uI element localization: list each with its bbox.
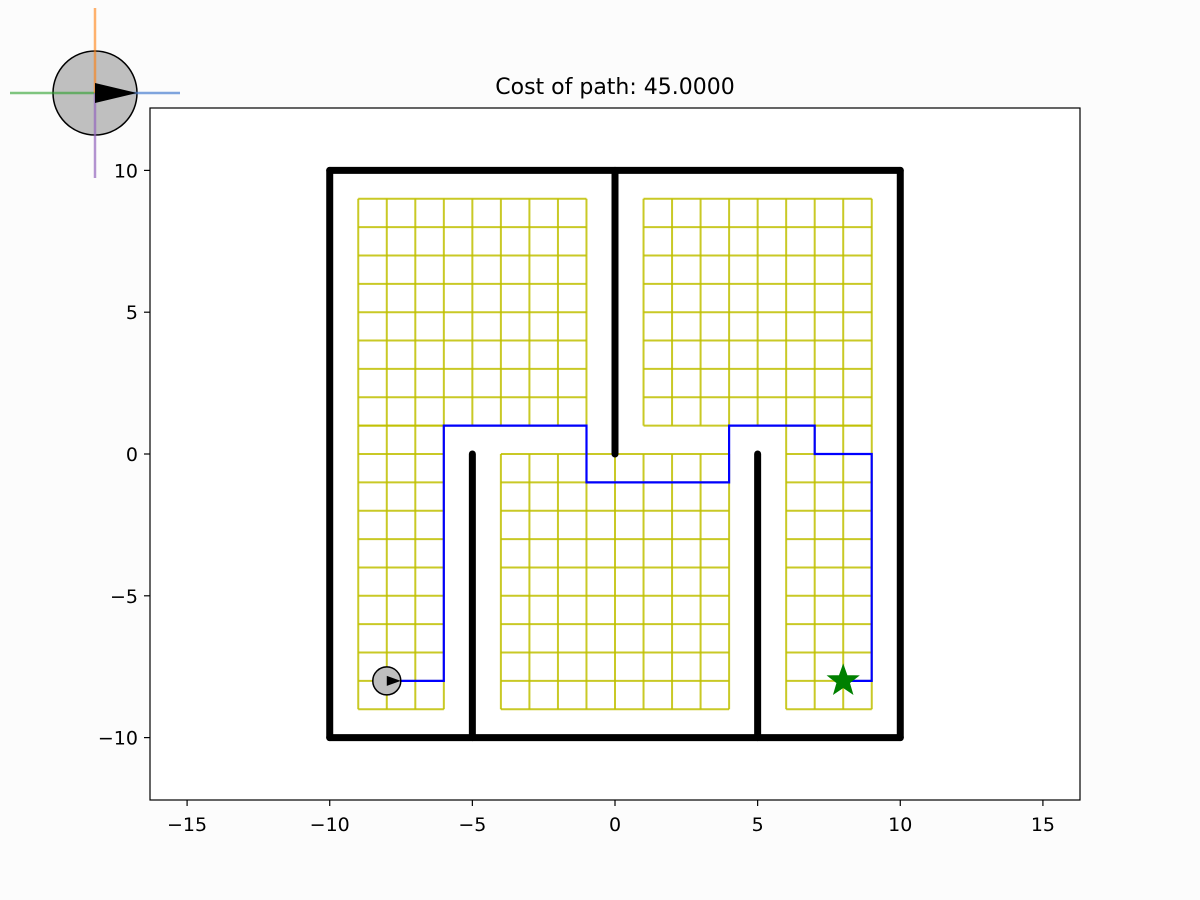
x-tick-label: 10 (888, 814, 912, 836)
x-tick-label: 15 (1031, 814, 1055, 836)
pose-heading-arrow (95, 83, 137, 103)
y-tick-label: −5 (110, 586, 138, 608)
x-tick-label: 5 (752, 814, 764, 836)
maze-walls (326, 166, 904, 742)
grid-region (642, 197, 873, 427)
x-tick-label: −10 (310, 814, 350, 836)
robot-pose-widget (10, 8, 180, 178)
start-robot-heading (386, 675, 401, 686)
y-tick-label: −10 (98, 728, 138, 750)
x-tick-label: 0 (609, 814, 621, 836)
y-tick-label: 10 (114, 160, 138, 182)
x-tick-label: −5 (458, 814, 486, 836)
chart-title: Cost of path: 45.0000 (495, 75, 735, 100)
y-tick-label: 5 (126, 302, 138, 324)
grid-region (499, 453, 731, 711)
planned-path (386, 424, 873, 683)
markers (372, 663, 860, 696)
x-axis-ticks: −15 −10 −5 0 5 10 15 (167, 800, 1055, 836)
y-axis-ticks: 10 5 0 −5 −10 (98, 160, 150, 750)
path-line (386, 424, 873, 683)
y-tick-label: 0 (126, 444, 138, 466)
x-tick-label: −15 (167, 814, 207, 836)
goal-star (826, 663, 860, 695)
